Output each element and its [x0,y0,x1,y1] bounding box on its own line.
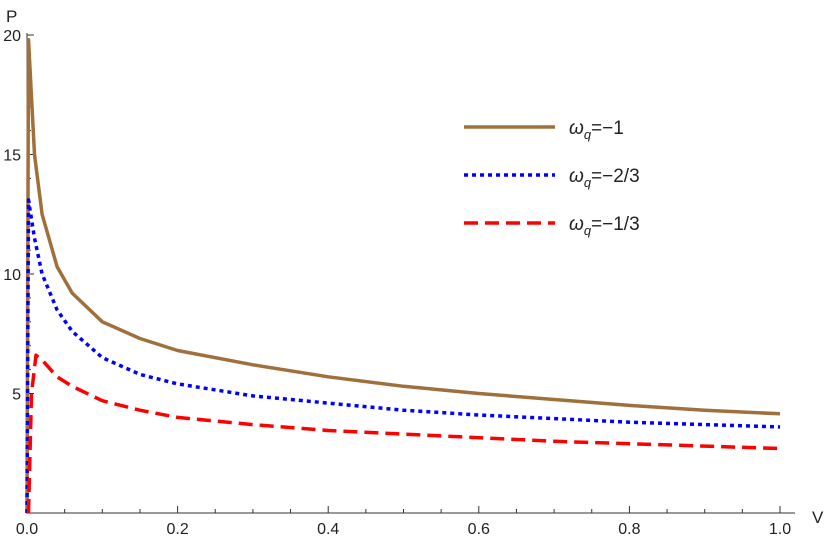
series-line-2 [25,198,781,514]
x-tick-label: 0.0 [16,521,38,538]
x-tick-label: 0.6 [468,521,490,538]
legend-label-3: ωq=−1/3 [569,214,640,238]
y-tick-label: 5 [12,387,21,404]
x-tick-label: 0.8 [618,521,640,538]
y-tick-label: 15 [3,148,21,165]
series-line-3 [26,353,781,514]
series-group [25,38,781,514]
legend-label-1: ωq=−1 [569,118,624,142]
legend-label-2: ωq=−2/3 [569,166,640,190]
y-tick-label: 20 [3,28,21,45]
x-axis-label: V [812,508,824,527]
y-tick-label: 10 [3,267,21,284]
series-line-1 [25,38,781,514]
y-axis-label: P [6,7,17,26]
axes: 0.0 0.2 0.4 0.6 0.8 1.0 5 10 15 20 [3,28,796,538]
x-tick-label: 1.0 [769,521,791,538]
legend: ωq=−1 ωq=−2/3 ωq=−1/3 [464,118,640,238]
x-tick-label: 0.2 [166,521,188,538]
x-tick-label: 0.4 [317,521,339,538]
